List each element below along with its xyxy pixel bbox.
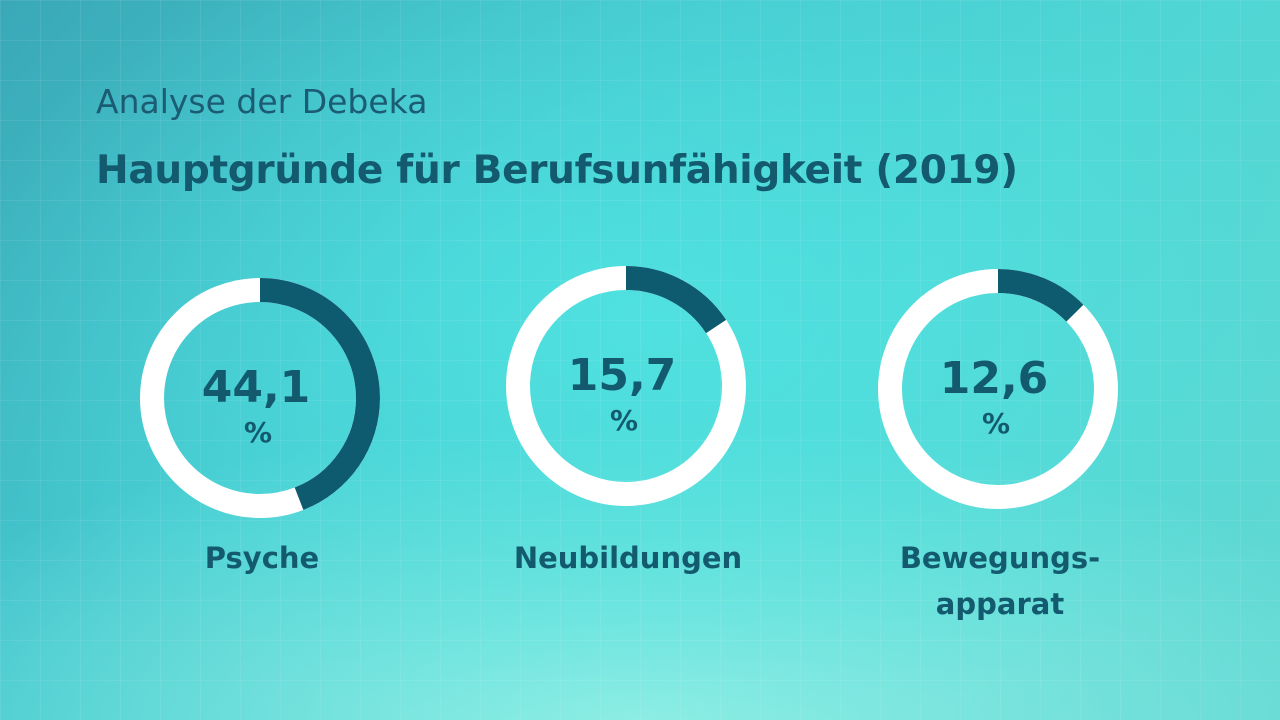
category-label: Bewegungs- [900, 541, 1100, 575]
subtitle: Analyse der Debeka [96, 82, 428, 121]
donut-segment [878, 269, 1118, 509]
donut-chart-2: 15,7% Neubildungen [506, 266, 746, 575]
value-label: 12,6 [940, 353, 1049, 404]
unit-label: % [244, 416, 272, 449]
page-title: Hauptgründe für Berufsunfähigkeit (2019) [96, 148, 1018, 193]
donut-segment [506, 266, 746, 506]
unit-label: % [982, 407, 1010, 440]
value-label: 15,7 [568, 350, 677, 401]
donut-chart-3: 12,6% Bewegungs-apparat [878, 269, 1118, 621]
value-label: 44,1 [202, 362, 311, 413]
category-label: Neubildungen [514, 541, 742, 575]
unit-label: % [610, 404, 638, 437]
donut-segment [140, 278, 380, 518]
category-label: Psyche [205, 541, 319, 575]
category-label: apparat [936, 587, 1065, 621]
donut-chart-1: 44,1% Psyche [140, 278, 380, 575]
